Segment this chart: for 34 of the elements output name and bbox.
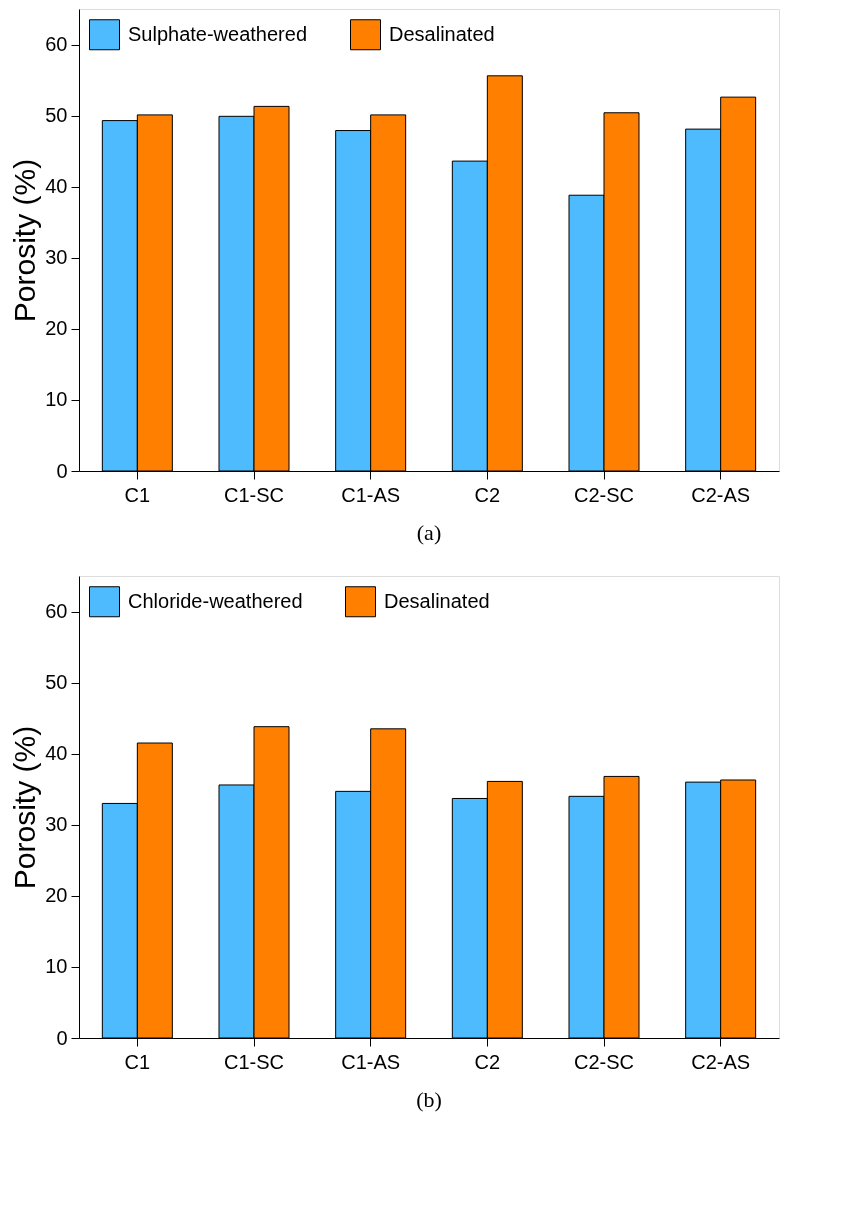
x-tick-label: C1-SC bbox=[223, 1050, 285, 1073]
y-tick-label: 50 bbox=[45, 671, 68, 694]
y-tick-label: 10 bbox=[45, 955, 68, 978]
y-tick-label: 0 bbox=[56, 1026, 68, 1049]
x-tick-label: C1 bbox=[124, 1050, 151, 1073]
y-axis-title: Porosity (%) bbox=[8, 158, 42, 323]
y-tick-label: 20 bbox=[45, 884, 68, 907]
text: (b) bbox=[416, 1087, 442, 1112]
y-tick-label: 60 bbox=[45, 33, 68, 56]
y-tick-label: 20 bbox=[45, 317, 68, 340]
y-tick-label: 0 bbox=[56, 459, 68, 482]
x-tick-label: C1 bbox=[124, 483, 151, 506]
x-tick-label: C1-AS bbox=[341, 1050, 401, 1073]
y-tick-label: 30 bbox=[45, 813, 68, 836]
x-tick-label: C2-SC bbox=[573, 1050, 635, 1073]
x-tick-label: C2 bbox=[474, 1050, 501, 1073]
legend-label: Sulphate-weathered bbox=[128, 22, 308, 45]
legend-label: Desalinated bbox=[389, 22, 495, 45]
x-tick-label: C2-SC bbox=[573, 483, 635, 506]
y-tick-label: 60 bbox=[45, 600, 68, 623]
y-tick-label: 40 bbox=[45, 742, 68, 765]
x-tick-label: C2-AS bbox=[691, 483, 751, 506]
y-tick-label: 30 bbox=[45, 246, 68, 269]
y-tick-label: 40 bbox=[45, 175, 68, 198]
text: (a) bbox=[416, 520, 442, 545]
y-tick-label: 50 bbox=[45, 104, 68, 127]
x-tick-label: C1-AS bbox=[341, 483, 401, 506]
x-tick-label: C1-SC bbox=[223, 483, 285, 506]
y-tick-label: 10 bbox=[45, 388, 68, 411]
x-tick-label: C2 bbox=[474, 483, 501, 506]
legend-label: Chloride-weathered bbox=[128, 589, 303, 612]
y-axis-title: Porosity (%) bbox=[8, 725, 42, 890]
x-tick-label: C2-AS bbox=[691, 1050, 751, 1073]
legend-label: Desalinated bbox=[384, 589, 490, 612]
